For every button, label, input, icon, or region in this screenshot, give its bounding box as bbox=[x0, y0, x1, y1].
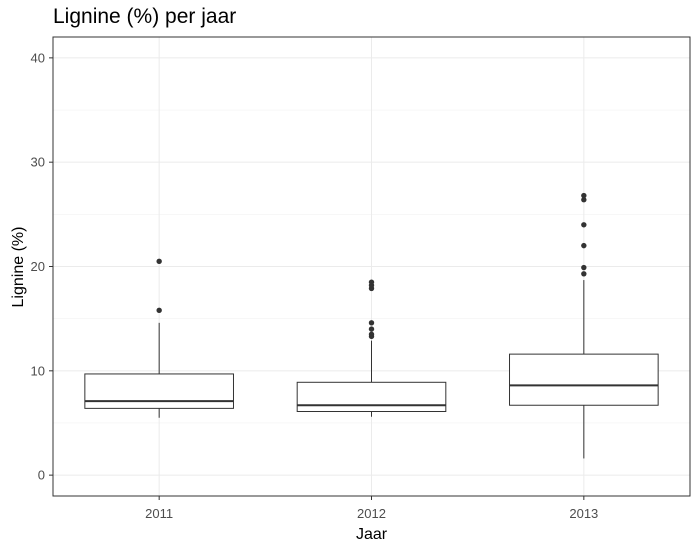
outlier-point bbox=[368, 331, 375, 338]
outlier-point bbox=[368, 326, 375, 332]
box-group-2013 bbox=[509, 192, 659, 459]
box-series bbox=[84, 192, 659, 459]
outlier-point bbox=[581, 242, 587, 249]
chart-title: Lignine (%) per jaar bbox=[53, 5, 237, 28]
y-tick-label: 20 bbox=[31, 259, 45, 274]
x-axis-title: Jaar bbox=[356, 526, 388, 543]
outlier-point bbox=[156, 307, 162, 314]
y-tick-label: 0 bbox=[38, 468, 45, 483]
outlier-point bbox=[581, 264, 587, 271]
x-tick-label: 2013 bbox=[569, 506, 598, 521]
outlier-point bbox=[368, 279, 375, 285]
x-tick-label: 2011 bbox=[145, 506, 173, 521]
box-group-2012 bbox=[296, 279, 447, 417]
y-tick-label: 40 bbox=[31, 50, 45, 65]
iqr-box bbox=[84, 373, 234, 409]
grid-lines bbox=[53, 37, 690, 496]
y-tick-label: 10 bbox=[31, 363, 45, 378]
outlier-point bbox=[368, 320, 375, 326]
x-tick-label: 2012 bbox=[357, 506, 386, 521]
outlier-point bbox=[581, 271, 587, 277]
y-axis-title: Lignine (%) bbox=[10, 227, 27, 308]
axes: 0 10 20 30 40 2011 2012 2013 bbox=[31, 50, 599, 521]
box-group-2011 bbox=[84, 258, 234, 418]
y-tick-label: 30 bbox=[31, 155, 45, 170]
outlier-point bbox=[581, 197, 587, 203]
iqr-box bbox=[509, 353, 659, 406]
outlier-point bbox=[581, 192, 587, 199]
outlier-point bbox=[156, 258, 162, 264]
iqr-box bbox=[296, 381, 447, 413]
outlier-point bbox=[581, 222, 587, 228]
